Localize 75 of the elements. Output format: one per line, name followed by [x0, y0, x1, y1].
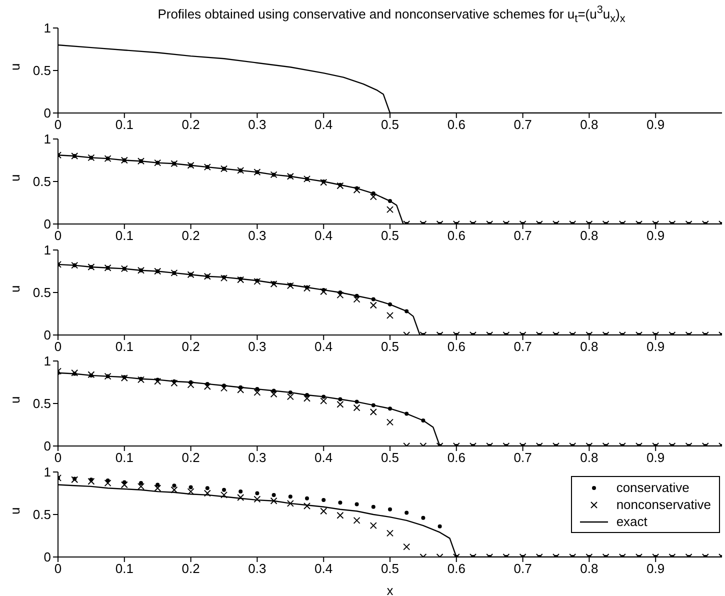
x-tick-label: 0.8 [580, 228, 598, 244]
y-tick-label: 0.5 [32, 174, 51, 190]
y-tick-label: 1 [44, 464, 51, 480]
x-tick-label: 0.6 [447, 117, 466, 132]
x-tick-label: 0.1 [115, 450, 134, 466]
y-tick-label: 0.5 [32, 63, 51, 78]
x-tick-label: 0.3 [248, 450, 266, 466]
x-tick-label: 0.8 [580, 117, 598, 132]
x-tick-label: 0.4 [314, 228, 333, 244]
y-tick-label: 0 [44, 106, 51, 121]
x-axis-title: x [386, 583, 394, 596]
y-tick-label: 1 [44, 20, 51, 36]
x-tick-label: 0 [54, 228, 62, 244]
x-tick-label: 0.6 [447, 561, 466, 576]
x-tick-label: 0.2 [182, 561, 200, 576]
x-tick-label: 0.5 [380, 450, 400, 466]
x-tick-label: 0.6 [447, 450, 466, 466]
y-axis-title: u [8, 396, 23, 404]
x-tick-label: 0 [54, 450, 62, 466]
x-tick-label: 0.9 [646, 228, 665, 244]
x-tick-label: 0.2 [182, 339, 200, 354]
x-tick-label: 0.8 [580, 450, 598, 466]
x-tick-label: 0.7 [514, 117, 532, 132]
y-tick-label: 0.5 [32, 285, 51, 300]
x-tick-label: 0.2 [182, 117, 200, 132]
x-tick-label: 0.1 [115, 228, 134, 244]
x-tick-label: 0.5 [380, 339, 400, 354]
legend-label: nonconservative [616, 497, 711, 512]
y-tick-label: 0.5 [32, 507, 51, 522]
y-tick-label: 0 [44, 438, 51, 454]
x-tick-label: 0 [54, 117, 62, 132]
y-tick-label: 0 [44, 328, 51, 343]
x-tick-label: 0.3 [248, 561, 266, 576]
x-tick-label: 0.9 [646, 450, 665, 466]
y-axis-title: u [8, 507, 23, 514]
x-tick-label: 0.6 [447, 339, 466, 354]
x-tick-label: 0.7 [514, 450, 532, 466]
x-tick-label: 0.8 [580, 339, 598, 354]
x-tick-label: 0.9 [646, 117, 665, 132]
x-tick-label: 0.2 [182, 228, 200, 244]
x-tick-label: 0.5 [380, 228, 400, 244]
x-tick-label: 0.7 [514, 228, 532, 244]
y-tick-label: 1 [44, 132, 51, 147]
x-tick-label: 0.4 [314, 561, 333, 576]
x-tick-label: 0.6 [447, 228, 466, 244]
y-axis-title: u [8, 63, 23, 70]
x-tick-label: 0.7 [514, 339, 532, 354]
x-tick-label: 0.3 [248, 117, 266, 132]
legend-label: conservative [616, 480, 690, 495]
x-tick-label: 0.9 [646, 339, 665, 354]
x-tick-label: 0.3 [248, 339, 266, 354]
x-tick-label: 0.4 [314, 339, 333, 354]
y-axis-title: u [8, 174, 23, 182]
y-tick-label: 0 [44, 550, 51, 565]
y-axis-title: u [8, 285, 23, 292]
x-tick-label: 0.4 [314, 450, 333, 466]
y-tick-label: 1 [44, 242, 51, 258]
chart-title: Profiles obtained using conservative and nonconservative schemes for u$_{t}$=(u$^{3}$u$_{x}$)$_{x}$ [156, 3, 626, 25]
x-tick-label: 0.2 [182, 450, 200, 466]
y-tick-label: 1 [44, 354, 51, 369]
x-tick-label: 0 [54, 561, 62, 576]
x-tick-label: 0.8 [580, 561, 598, 576]
x-tick-label: 0 [54, 339, 62, 354]
y-tick-label: 0.5 [32, 396, 51, 412]
x-tick-label: 0.9 [646, 561, 665, 576]
x-tick-label: 0.1 [115, 561, 134, 576]
y-tick-label: 0 [44, 216, 51, 232]
x-tick-label: 0.5 [380, 561, 400, 576]
x-tick-label: 0.3 [248, 228, 266, 244]
x-tick-label: 0.5 [380, 117, 400, 132]
x-tick-label: 0.1 [115, 117, 134, 132]
x-tick-label: 0.7 [514, 561, 532, 576]
legend-label: exact [616, 514, 648, 529]
x-tick-label: 0.4 [314, 117, 333, 132]
x-tick-label: 0.1 [115, 339, 134, 354]
